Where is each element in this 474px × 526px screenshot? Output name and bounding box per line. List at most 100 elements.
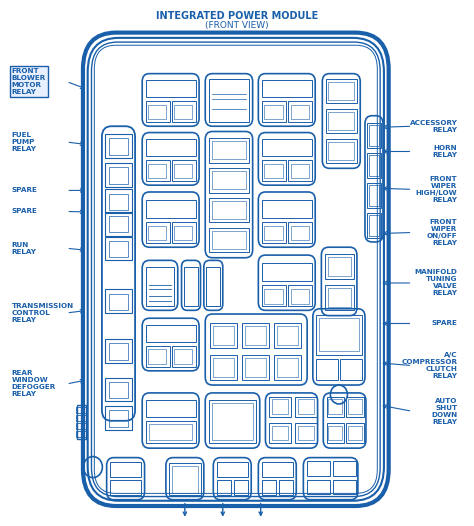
Text: FUEL
PUMP
RELAY: FUEL PUMP RELAY [12,132,37,152]
Bar [274,323,301,348]
Bar [291,226,309,240]
Bar [307,480,330,494]
Bar [367,213,381,238]
Bar [148,349,166,364]
Bar [209,168,249,193]
Text: FRONT
BLOWER
MOTOR
RELAY: FRONT BLOWER MOTOR RELAY [12,68,46,95]
Bar [148,105,166,119]
Bar [262,462,293,477]
Bar [109,138,128,155]
Bar [76,407,87,413]
Bar [105,378,132,401]
Bar [262,200,312,218]
Bar [316,315,362,355]
Text: HORN
RELAY: HORN RELAY [432,145,457,158]
Text: (FRONT VIEW): (FRONT VIEW) [205,21,269,30]
Text: FRONT
WIPER
HIGH/LOW
RELAY: FRONT WIPER HIGH/LOW RELAY [416,176,457,203]
Bar [105,163,132,187]
Text: ACCESSORY
RELAY: ACCESSORY RELAY [410,120,457,133]
Bar [346,397,364,417]
Bar [77,405,86,439]
Text: RUN
RELAY: RUN RELAY [12,242,37,255]
Bar [210,323,237,348]
Bar [369,125,379,146]
Bar [105,339,132,363]
Bar [295,423,317,443]
Bar [76,415,87,421]
Text: TRANSMISSION
CONTROL
RELAY: TRANSMISSION CONTROL RELAY [12,303,74,323]
Bar [326,139,357,163]
Bar [209,79,249,122]
Bar [174,349,192,364]
Bar [307,461,330,476]
Bar [76,431,87,437]
Bar [146,346,170,367]
Bar [105,134,132,158]
Bar [328,399,342,414]
Bar [262,160,286,181]
Bar [288,160,312,181]
Bar [262,263,312,281]
Bar [262,285,286,306]
Bar [367,183,381,208]
Bar [269,423,291,443]
Bar [269,397,291,417]
Bar [298,426,314,440]
Bar [146,222,170,243]
Bar [146,101,170,122]
Bar [328,288,351,307]
Bar [277,326,298,345]
Bar [262,80,312,97]
Bar [146,421,196,443]
Bar [212,171,246,189]
Bar [291,289,309,304]
Text: REAR
WINDOW
DEFOGGER
RELAY: REAR WINDOW DEFOGGER RELAY [12,370,56,398]
Text: AUTO
SHUT
DOWN
RELAY: AUTO SHUT DOWN RELAY [431,398,457,425]
Bar [105,212,132,236]
Bar [174,105,192,119]
Bar [174,226,192,240]
Bar [288,222,312,243]
Bar [212,403,253,440]
Bar [149,424,192,440]
Bar [209,198,249,222]
Bar [109,410,128,427]
Bar [242,355,269,380]
Bar [298,399,314,414]
Bar [172,101,196,122]
Bar [319,318,359,351]
Bar [369,215,379,236]
Bar [109,194,128,210]
Bar [169,463,201,495]
Text: INTEGRATED POWER MODULE: INTEGRATED POWER MODULE [156,11,318,21]
Bar [105,237,132,260]
Text: SPARE: SPARE [12,208,38,215]
Bar [277,358,298,377]
Bar [146,267,174,306]
Bar [213,326,234,345]
Bar [272,399,288,414]
Bar [262,101,286,122]
Bar [109,294,128,310]
Bar [288,101,312,122]
Bar [327,397,344,417]
Bar [295,397,317,417]
Bar [109,216,128,232]
Bar [146,80,196,97]
Bar [325,254,354,279]
Bar [346,423,364,443]
Bar [242,323,269,348]
Bar [212,141,246,159]
Bar [264,289,283,304]
Bar [174,164,192,178]
Bar [348,399,362,414]
Text: FRONT
WIPER
ON/OFF
RELAY: FRONT WIPER ON/OFF RELAY [427,219,457,246]
Bar [217,480,231,495]
Bar [184,267,198,306]
Bar [272,426,288,440]
Bar [210,355,237,380]
Bar [264,105,283,119]
Bar [172,222,196,243]
Bar [146,200,196,218]
Text: SPARE: SPARE [431,320,457,327]
